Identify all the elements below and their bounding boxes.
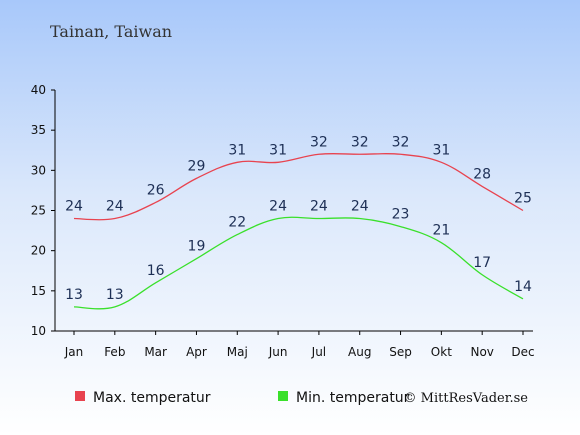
min-data-label: 24 (269, 199, 287, 215)
min-data-label: 17 (473, 255, 491, 271)
legend-label: Min. temperatur (296, 390, 410, 406)
credit-text: © MittResVader.se (404, 391, 529, 406)
y-tick-label: 15 (31, 284, 46, 298)
x-tick-label: Feb (104, 345, 125, 359)
max-data-label: 32 (310, 134, 328, 150)
x-tick-label: Jun (268, 345, 288, 359)
y-tick-label: 40 (31, 83, 46, 97)
x-tick-label: Maj (227, 345, 248, 359)
y-tick-label: 10 (31, 324, 46, 338)
min-data-label: 14 (514, 279, 532, 295)
legend-swatch (75, 391, 85, 401)
min-temperature-line (73, 216, 524, 310)
y-tick-label: 30 (31, 163, 46, 177)
min-data-label: 23 (392, 207, 410, 223)
max-data-label: 32 (392, 134, 410, 150)
max-temperature-line (73, 152, 524, 221)
legend-label: Max. temperatur (93, 390, 211, 406)
x-tick-label: Jul (311, 345, 326, 359)
legend: Max. temperatur Min. temperatur (75, 390, 410, 406)
max-data-label: 24 (106, 199, 124, 215)
series-lines (73, 152, 524, 310)
legend-swatch (278, 391, 288, 401)
max-data-label: 26 (147, 182, 165, 198)
x-tick-label: Aug (348, 345, 371, 359)
x-tick-label: Sep (389, 345, 412, 359)
min-data-label: 19 (188, 239, 206, 255)
min-data-label: 13 (106, 287, 124, 303)
min-data-label: 13 (65, 287, 83, 303)
x-tick-label: Nov (470, 345, 493, 359)
axes: 10 15 20 25 30 35 40 Jan Feb Mar Apr Maj Jun Jul Aug Se… (31, 83, 535, 359)
x-tick-label: Jan (64, 345, 84, 359)
max-data-label: 25 (514, 191, 532, 207)
max-data-label: 31 (228, 142, 246, 158)
x-tick-label: Okt (431, 345, 452, 359)
max-data-label: 31 (432, 142, 450, 158)
min-data-label: 24 (351, 199, 369, 215)
chart-title: Tainan, Taiwan (50, 22, 172, 41)
max-data-label: 29 (188, 158, 206, 174)
y-tick-label: 20 (31, 244, 46, 258)
x-tick-label: Apr (186, 345, 207, 359)
min-data-label: 22 (228, 215, 246, 231)
data-labels: 24 24 26 29 31 31 32 32 32 31 28 25 13 13 16 19 22 24 24 24… (65, 134, 532, 303)
max-data-label: 24 (65, 199, 83, 215)
max-data-label: 32 (351, 134, 369, 150)
max-data-label: 31 (269, 142, 287, 158)
min-data-label: 16 (147, 263, 165, 279)
min-data-label: 21 (432, 223, 450, 239)
y-tick-label: 35 (31, 123, 46, 137)
x-tick-label: Mar (144, 345, 167, 359)
x-tick-label: Dec (511, 345, 534, 359)
min-data-label: 24 (310, 199, 328, 215)
y-tick-label: 25 (31, 204, 46, 218)
max-data-label: 28 (473, 166, 491, 182)
